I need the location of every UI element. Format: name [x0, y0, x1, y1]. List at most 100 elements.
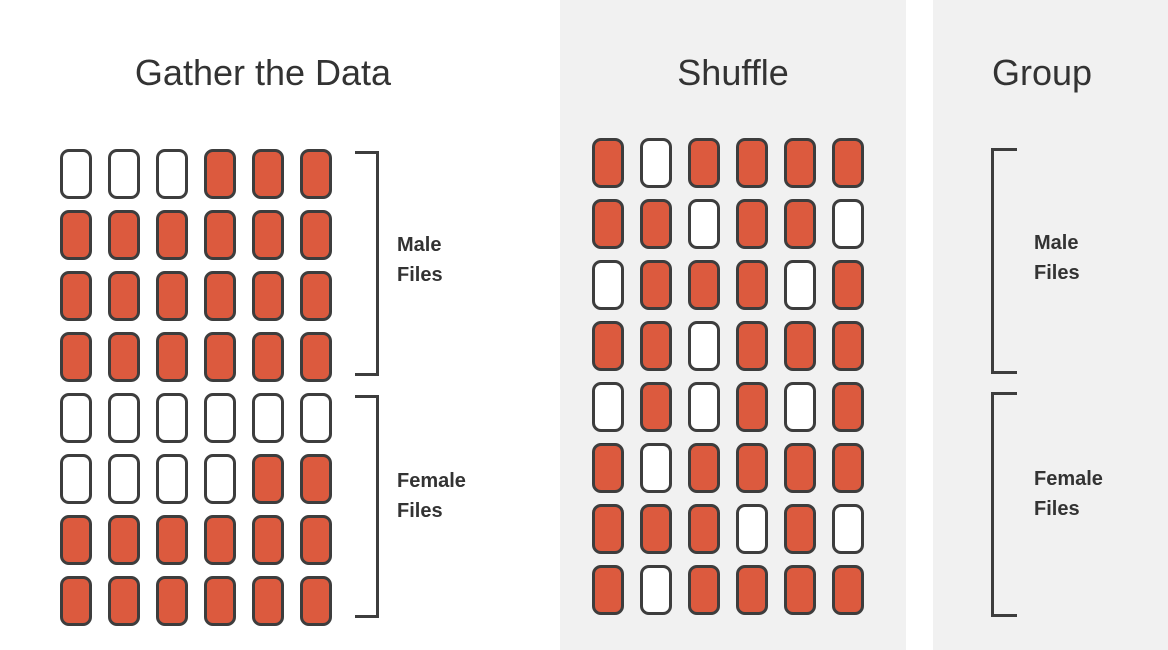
gather-female-label: Female Files: [397, 466, 466, 526]
gather-male-bracket: [355, 151, 379, 376]
gather-card-filled: [300, 210, 332, 260]
gather-card-filled: [60, 515, 92, 565]
shuffle-card-filled: [640, 199, 672, 249]
shuffle-card-filled: [736, 138, 768, 188]
gather-card-filled: [60, 271, 92, 321]
group-male-label: Male Files: [1034, 228, 1080, 288]
shuffle-card-empty: [736, 504, 768, 554]
shuffle-card-filled: [832, 443, 864, 493]
shuffle-card-empty: [832, 504, 864, 554]
shuffle-card-empty: [688, 321, 720, 371]
shuffle-card-filled: [736, 199, 768, 249]
gather-card-filled: [108, 515, 140, 565]
gather-card-filled: [156, 271, 188, 321]
gather-card-filled: [60, 332, 92, 382]
shuffle-card-filled: [688, 504, 720, 554]
gather-card-filled: [60, 576, 92, 626]
shuffle-card-empty: [784, 260, 816, 310]
gather-card-empty: [204, 393, 236, 443]
gather-card-filled: [252, 271, 284, 321]
shuffle-card-filled: [832, 138, 864, 188]
gather-card-empty: [60, 454, 92, 504]
shuffle-card-filled: [784, 565, 816, 615]
gather-title: Gather the Data: [134, 52, 392, 93]
shuffle-card-empty: [640, 565, 672, 615]
gather-card-filled: [156, 515, 188, 565]
gather-card-empty: [204, 454, 236, 504]
shuffle-card-filled: [688, 443, 720, 493]
group-panel-background: [933, 0, 1168, 650]
shuffle-card-filled: [784, 199, 816, 249]
shuffle-card-empty: [592, 260, 624, 310]
group-female-label-line2: Files: [1034, 498, 1080, 520]
gather-male-label-line1: Male: [397, 234, 442, 256]
gather-card-filled: [300, 515, 332, 565]
shuffle-card-filled: [592, 504, 624, 554]
gather-card-filled: [252, 454, 284, 504]
shuffle-card-filled: [592, 138, 624, 188]
gather-card-filled: [300, 454, 332, 504]
gather-card-empty: [156, 149, 188, 199]
shuffle-card-filled: [736, 565, 768, 615]
group-male-label-line2: Files: [1034, 262, 1080, 284]
shuffle-card-filled: [640, 321, 672, 371]
shuffle-card-empty: [688, 382, 720, 432]
gather-female-bracket: [355, 395, 379, 618]
shuffle-card-filled: [832, 321, 864, 371]
gather-card-filled: [156, 210, 188, 260]
shuffle-title: Shuffle: [677, 52, 789, 93]
gather-female-label-line2: Files: [397, 500, 443, 522]
gather-card-filled: [252, 149, 284, 199]
shuffle-card-filled: [640, 382, 672, 432]
gather-card-empty: [252, 393, 284, 443]
shuffle-card-filled: [592, 199, 624, 249]
gather-card-filled: [300, 576, 332, 626]
group-female-bracket: [991, 392, 1017, 617]
gather-card-empty: [60, 149, 92, 199]
group-title: Group: [991, 52, 1093, 93]
group-male-label-line1: Male: [1034, 232, 1079, 254]
gather-card-filled: [300, 271, 332, 321]
shuffle-card-filled: [784, 321, 816, 371]
gather-card-filled: [300, 149, 332, 199]
gather-female-label-line1: Female: [397, 470, 466, 492]
shuffle-card-filled: [736, 443, 768, 493]
group-female-label: Female Files: [1034, 464, 1103, 524]
gather-card-empty: [60, 393, 92, 443]
shuffle-card-empty: [832, 199, 864, 249]
shuffle-card-filled: [688, 138, 720, 188]
gather-card-filled: [60, 210, 92, 260]
gather-card-filled: [252, 210, 284, 260]
gather-male-label-line2: Files: [397, 264, 443, 286]
shuffle-card-empty: [592, 382, 624, 432]
gather-card-filled: [204, 332, 236, 382]
shuffle-card-filled: [736, 321, 768, 371]
gather-male-label: Male Files: [397, 230, 443, 290]
gather-card-empty: [156, 454, 188, 504]
gather-card-filled: [108, 210, 140, 260]
shuffle-card-empty: [640, 138, 672, 188]
shuffle-card-filled: [688, 260, 720, 310]
gather-card-filled: [156, 576, 188, 626]
gather-card-filled: [252, 576, 284, 626]
shuffle-card-filled: [640, 260, 672, 310]
shuffle-card-filled: [784, 443, 816, 493]
shuffle-card-filled: [784, 138, 816, 188]
gather-card-filled: [252, 515, 284, 565]
gather-card-empty: [300, 393, 332, 443]
gather-card-empty: [108, 393, 140, 443]
gather-card-empty: [156, 393, 188, 443]
gather-card-filled: [204, 576, 236, 626]
gather-card-filled: [300, 332, 332, 382]
gather-card-filled: [204, 515, 236, 565]
shuffle-card-filled: [736, 382, 768, 432]
gather-card-empty: [108, 149, 140, 199]
gather-card-filled: [204, 271, 236, 321]
gather-card-filled: [156, 332, 188, 382]
gather-card-filled: [108, 332, 140, 382]
shuffle-card-filled: [592, 321, 624, 371]
shuffle-card-filled: [832, 260, 864, 310]
gather-card-empty: [108, 454, 140, 504]
group-male-bracket: [991, 148, 1017, 374]
shuffle-card-filled: [784, 504, 816, 554]
